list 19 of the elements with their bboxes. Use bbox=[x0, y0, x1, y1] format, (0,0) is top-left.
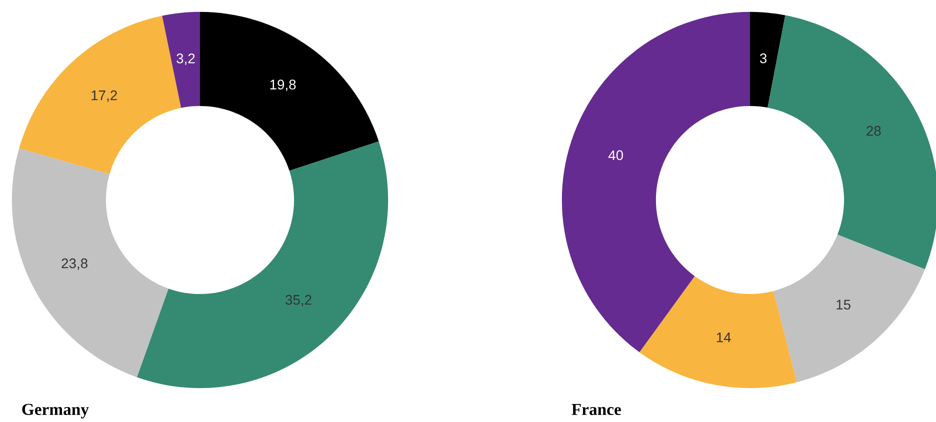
donut-slice bbox=[562, 12, 750, 352]
data-label: 35,2 bbox=[286, 294, 312, 306]
data-label: 3,2 bbox=[176, 54, 195, 66]
donut-slice bbox=[162, 12, 200, 108]
data-label: 40 bbox=[608, 150, 623, 160]
donut-slice bbox=[136, 141, 388, 388]
data-label: 23,8 bbox=[62, 258, 88, 270]
data-label: 17,2 bbox=[92, 90, 117, 102]
donut-slice bbox=[750, 12, 786, 108]
text: France bbox=[572, 404, 621, 416]
data-label: 3 bbox=[760, 53, 767, 64]
data-label: 19,8 bbox=[270, 80, 296, 92]
data-label: 28 bbox=[866, 126, 881, 136]
text: Germany bbox=[22, 404, 89, 418]
donut-slice bbox=[773, 234, 925, 382]
donut-slice bbox=[12, 148, 168, 378]
donut-slice bbox=[200, 12, 379, 171]
data-label: 14 bbox=[716, 332, 731, 342]
data-label: 15 bbox=[836, 300, 850, 310]
